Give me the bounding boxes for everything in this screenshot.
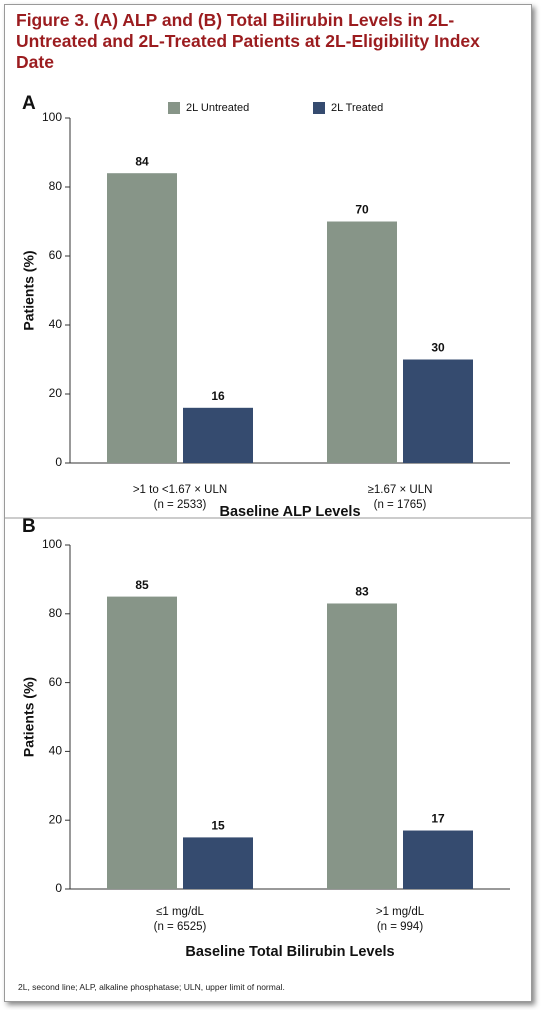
figure-title: Figure 3. (A) ALP and (B) Total Bilirubi… [16, 10, 480, 72]
bar-value-label: 85 [135, 578, 149, 592]
y-tick-label: 80 [49, 179, 63, 193]
legend-label: 2L Treated [331, 102, 383, 114]
x-tick-count: (n = 1765) [374, 499, 427, 511]
y-tick-label: 60 [49, 675, 63, 689]
bar-value-label: 83 [355, 585, 369, 599]
bar-value-label: 84 [135, 154, 149, 168]
panel-label: B [22, 516, 36, 537]
x-tick-label: >1 to <1.67 × ULN [133, 484, 227, 496]
y-tick-label: 40 [49, 744, 63, 758]
bar [327, 221, 397, 463]
panel-label: A [22, 93, 36, 114]
bar [107, 173, 177, 463]
legend-swatch [168, 102, 180, 114]
x-axis-label: Baseline Total Bilirubin Levels [185, 944, 394, 960]
x-tick-label: ≥1.67 × ULN [368, 484, 433, 496]
bar [107, 596, 177, 889]
y-tick-label: 20 [49, 812, 63, 826]
bar-value-label: 16 [211, 389, 225, 403]
x-tick-label: >1 mg/dL [376, 906, 425, 918]
y-tick-label: 0 [55, 455, 62, 469]
bar [403, 359, 473, 463]
bar-value-label: 17 [431, 812, 445, 826]
x-axis-label: Baseline ALP Levels [219, 504, 360, 520]
y-tick-label: 100 [42, 110, 62, 124]
x-tick-count: (n = 6525) [154, 921, 207, 933]
bar [327, 603, 397, 889]
y-tick-label: 20 [49, 386, 63, 400]
legend-label: 2L Untreated [186, 102, 249, 114]
legend-swatch [313, 102, 325, 114]
y-tick-label: 60 [49, 248, 63, 262]
x-tick-count: (n = 994) [377, 921, 424, 933]
bar-value-label: 70 [355, 203, 369, 217]
x-tick-label: ≤1 mg/dL [156, 906, 204, 918]
y-axis-label: Patients (%) [21, 250, 37, 330]
y-tick-label: 0 [55, 881, 62, 895]
y-axis-label: Patients (%) [21, 677, 37, 757]
y-tick-label: 100 [42, 537, 62, 551]
y-tick-label: 40 [49, 317, 63, 331]
y-tick-label: 80 [49, 606, 63, 620]
x-tick-count: (n = 2533) [154, 499, 207, 511]
bar-value-label: 15 [211, 819, 225, 833]
bar [403, 830, 473, 889]
bar [183, 407, 253, 463]
footnote: 2L, second line; ALP, alkaline phosphata… [18, 982, 285, 992]
bar-value-label: 30 [431, 341, 445, 355]
bar [183, 837, 253, 889]
